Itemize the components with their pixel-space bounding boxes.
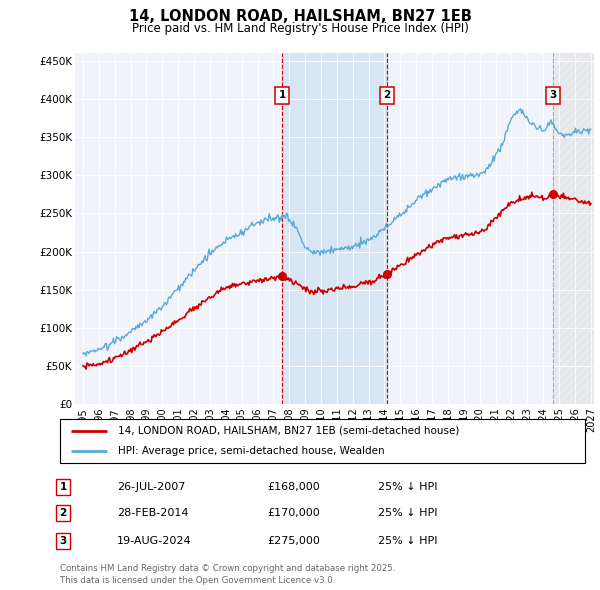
Text: 3: 3 bbox=[59, 536, 67, 546]
Text: 25% ↓ HPI: 25% ↓ HPI bbox=[378, 536, 437, 546]
Text: £170,000: £170,000 bbox=[267, 509, 320, 518]
Text: Price paid vs. HM Land Registry's House Price Index (HPI): Price paid vs. HM Land Registry's House … bbox=[131, 22, 469, 35]
Text: 14, LONDON ROAD, HAILSHAM, BN27 1EB: 14, LONDON ROAD, HAILSHAM, BN27 1EB bbox=[128, 9, 472, 24]
Text: 2: 2 bbox=[59, 509, 67, 518]
Bar bbox=[553, 53, 594, 404]
Bar bbox=[283, 53, 387, 404]
Text: 28-FEB-2014: 28-FEB-2014 bbox=[117, 509, 188, 518]
Text: 3: 3 bbox=[550, 90, 557, 100]
Text: 26-JUL-2007: 26-JUL-2007 bbox=[117, 482, 185, 491]
Text: 14, LONDON ROAD, HAILSHAM, BN27 1EB (semi-detached house): 14, LONDON ROAD, HAILSHAM, BN27 1EB (sem… bbox=[118, 426, 459, 436]
Text: Contains HM Land Registry data © Crown copyright and database right 2025.
This d: Contains HM Land Registry data © Crown c… bbox=[60, 565, 395, 585]
Text: 25% ↓ HPI: 25% ↓ HPI bbox=[378, 509, 437, 518]
Text: 1: 1 bbox=[59, 482, 67, 491]
Text: £275,000: £275,000 bbox=[267, 536, 320, 546]
Text: 1: 1 bbox=[279, 90, 286, 100]
Text: 19-AUG-2024: 19-AUG-2024 bbox=[117, 536, 191, 546]
Text: 2: 2 bbox=[383, 90, 391, 100]
Text: £168,000: £168,000 bbox=[267, 482, 320, 491]
Text: 25% ↓ HPI: 25% ↓ HPI bbox=[378, 482, 437, 491]
Text: HPI: Average price, semi-detached house, Wealden: HPI: Average price, semi-detached house,… bbox=[118, 446, 385, 456]
